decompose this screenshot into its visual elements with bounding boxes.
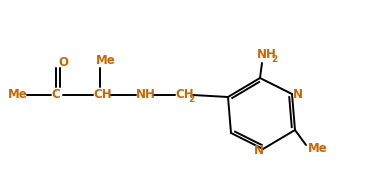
Text: N: N [293,87,303,100]
Text: NH: NH [136,89,156,102]
Text: 2: 2 [271,55,277,64]
Text: 2: 2 [188,94,194,104]
Text: O: O [58,55,68,68]
Text: Me: Me [8,89,28,102]
Text: CH: CH [175,89,194,102]
Text: C: C [51,89,60,102]
Text: CH: CH [93,89,112,102]
Text: N: N [254,143,264,156]
Text: Me: Me [308,141,328,154]
Text: Me: Me [96,53,116,66]
Text: NH: NH [257,48,277,61]
